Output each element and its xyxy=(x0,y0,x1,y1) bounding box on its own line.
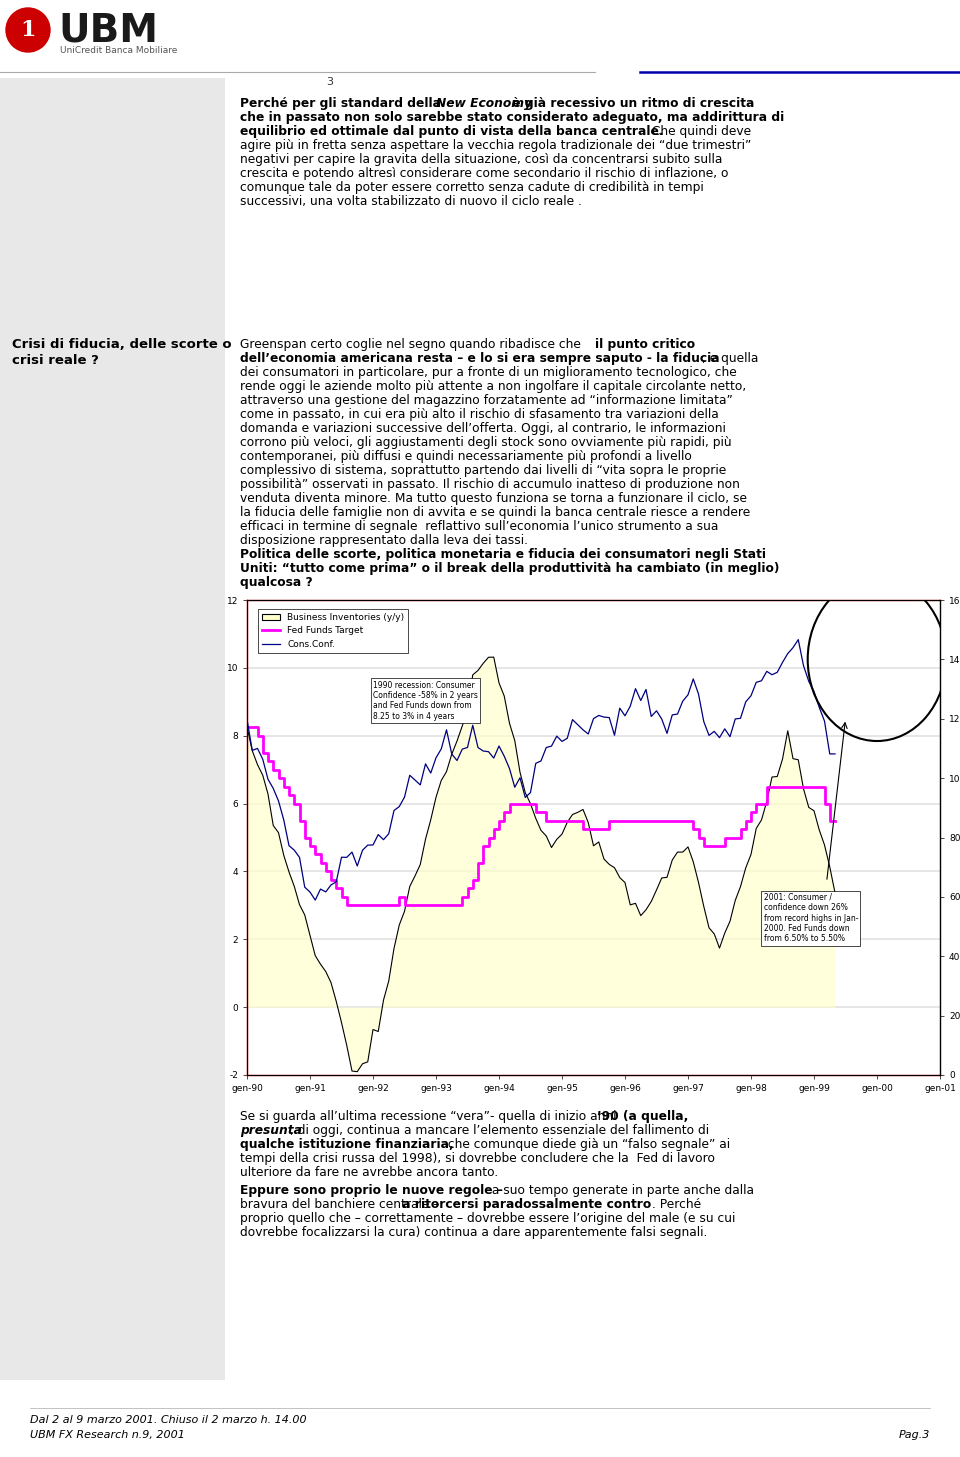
Text: domanda e variazioni successive dell’offerta. Oggi, al contrario, le informazion: domanda e variazioni successive dell’off… xyxy=(240,423,726,436)
Text: negativi per capire la gravita della situazione, così da concentrarsi subito sul: negativi per capire la gravita della sit… xyxy=(240,153,722,166)
Text: complessivo di sistema, soprattutto partendo dai livelli di “vita sopra le propr: complessivo di sistema, soprattutto part… xyxy=(240,463,727,476)
Text: successivi, una volta stabilizzato di nuovo il ciclo reale .: successivi, una volta stabilizzato di nu… xyxy=(240,195,582,208)
Text: Politica delle scorte, politica monetaria e fiducia dei consumatori negli Stati: Politica delle scorte, politica monetari… xyxy=(240,548,766,561)
Text: , e quella: , e quella xyxy=(702,353,758,366)
Text: come in passato, in cui era più alto il rischio di sfasamento tra variazioni del: come in passato, in cui era più alto il … xyxy=(240,408,719,421)
Text: equilibrio ed ottimale dal punto di vista della banca centrale.: equilibrio ed ottimale dal punto di vist… xyxy=(240,125,663,138)
Text: qualche istituzione finanziaria,: qualche istituzione finanziaria, xyxy=(240,1138,454,1151)
Text: Perché per gli standard della: Perché per gli standard della xyxy=(240,98,445,109)
Text: bravura del banchiere centrale –: bravura del banchiere centrale – xyxy=(240,1198,440,1211)
Text: dei consumatori in particolare, pur a fronte di un miglioramento tecnologico, ch: dei consumatori in particolare, pur a fr… xyxy=(240,366,736,379)
Text: 1990 recession: Consumer
Confidence -58% in 2 years
and Fed Funds down from
8.25: 1990 recession: Consumer Confidence -58%… xyxy=(373,680,478,721)
Text: ’90 (a quella,: ’90 (a quella, xyxy=(597,1110,688,1123)
Text: Eppure sono proprio le nuove regole –: Eppure sono proprio le nuove regole – xyxy=(240,1185,503,1198)
Text: 1: 1 xyxy=(20,19,36,41)
Text: corrono più veloci, gli aggiustamenti degli stock sono ovviamente più rapidi, pi: corrono più veloci, gli aggiustamenti de… xyxy=(240,436,732,449)
Text: UBM: UBM xyxy=(58,12,158,50)
Text: è già recessivo un ritmo di crescita: è già recessivo un ritmo di crescita xyxy=(508,98,755,109)
Text: crescita e potendo altresì considerare come secondario il rischio di inflazione,: crescita e potendo altresì considerare c… xyxy=(240,168,729,181)
Text: disposizione rappresentato dalla leva dei tassi.: disposizione rappresentato dalla leva de… xyxy=(240,535,528,546)
Legend: Business Inventories (y/y), Fed Funds Target, Cons.Conf.: Business Inventories (y/y), Fed Funds Ta… xyxy=(258,609,408,653)
Text: crisi reale ?: crisi reale ? xyxy=(12,354,99,367)
Text: attraverso una gestione del magazzino forzatamente ad “informazione limitata”: attraverso una gestione del magazzino fo… xyxy=(240,393,732,407)
Text: il punto critico: il punto critico xyxy=(595,338,695,351)
Bar xyxy=(0,79,225,1380)
Text: che comunque diede già un “falso segnale” ai: che comunque diede già un “falso segnale… xyxy=(444,1138,731,1151)
Text: agire più in fretta senza aspettare la vecchia regola tradizionale dei “due trim: agire più in fretta senza aspettare la v… xyxy=(240,138,752,152)
Text: venduta diventa minore. Ma tutto questo funziona se torna a funzionare il ciclo,: venduta diventa minore. Ma tutto questo … xyxy=(240,492,747,506)
Text: Che quindi deve: Che quindi deve xyxy=(648,125,751,138)
Text: New Economy: New Economy xyxy=(436,98,532,109)
Text: UBM FX Research n.9, 2001: UBM FX Research n.9, 2001 xyxy=(30,1429,185,1440)
Text: . Perché: . Perché xyxy=(652,1198,701,1211)
Text: UniCredit Banca Mobiliare: UniCredit Banca Mobiliare xyxy=(60,47,178,55)
Text: che in passato non solo sarebbe stato considerato adeguato, ma addirittura di: che in passato non solo sarebbe stato co… xyxy=(240,111,784,124)
Text: rende oggi le aziende molto più attente a non ingolfare il capitale circolante n: rende oggi le aziende molto più attente … xyxy=(240,380,746,393)
Text: Uniti: “tutto come prima” o il break della produttività ha cambiato (in meglio): Uniti: “tutto come prima” o il break del… xyxy=(240,562,780,576)
Text: presunta: presunta xyxy=(240,1123,301,1136)
Text: la fiducia delle famiglie non di avvita e se quindi la banca centrale riesce a r: la fiducia delle famiglie non di avvita … xyxy=(240,506,751,519)
Text: Pag.3: Pag.3 xyxy=(899,1429,930,1440)
Text: 2001: Consumer /
confidence down 26%
from record highs in Jan-
2000. Fed Funds d: 2001: Consumer / confidence down 26% fro… xyxy=(763,893,858,943)
Circle shape xyxy=(6,7,50,52)
Text: Greenspan certo coglie nel segno quando ribadisce che: Greenspan certo coglie nel segno quando … xyxy=(240,338,585,351)
Text: contemporanei, più diffusi e quindi necessariamente più profondi a livello: contemporanei, più diffusi e quindi nece… xyxy=(240,450,692,463)
Text: a suo tempo generate in parte anche dalla: a suo tempo generate in parte anche dall… xyxy=(488,1185,754,1198)
Text: , di oggi, continua a mancare l’elemento essenziale del fallimento di: , di oggi, continua a mancare l’elemento… xyxy=(290,1123,709,1136)
Text: Crisi di fiducia, delle scorte o: Crisi di fiducia, delle scorte o xyxy=(12,338,231,351)
Text: dell’economia americana resta – e lo si era sempre saputo - la fiducia: dell’economia americana resta – e lo si … xyxy=(240,353,720,366)
Text: efficaci in termine di segnale  reflattivo sull’economia l’unico strumento a sua: efficaci in termine di segnale reflattiv… xyxy=(240,520,718,533)
Text: possibilità” osservati in passato. Il rischio di accumulo inatteso di produzione: possibilità” osservati in passato. Il ri… xyxy=(240,478,740,491)
Text: Se si guarda all’ultima recessione “vera”- quella di inizio anni: Se si guarda all’ultima recessione “vera… xyxy=(240,1110,620,1123)
Text: qualcosa ?: qualcosa ? xyxy=(240,576,313,589)
Text: comunque tale da poter essere corretto senza cadute di credibilità in tempi: comunque tale da poter essere corretto s… xyxy=(240,181,704,194)
Text: ulteriore da fare ne avrebbe ancora tanto.: ulteriore da fare ne avrebbe ancora tant… xyxy=(240,1166,498,1179)
Text: dovrebbe focalizzarsi la cura) continua a dare apparentemente falsi segnali.: dovrebbe focalizzarsi la cura) continua … xyxy=(240,1225,708,1238)
Text: Dal 2 al 9 marzo 2001. Chiuso il 2 marzo h. 14.00: Dal 2 al 9 marzo 2001. Chiuso il 2 marzo… xyxy=(30,1415,306,1425)
Text: proprio quello che – correttamente – dovrebbe essere l’origine del male (e su cu: proprio quello che – correttamente – dov… xyxy=(240,1212,735,1225)
Text: tempi della crisi russa del 1998), si dovrebbe concludere che la  Fed di lavoro: tempi della crisi russa del 1998), si do… xyxy=(240,1152,715,1166)
Text: a ritorcersi paradossalmente contro: a ritorcersi paradossalmente contro xyxy=(398,1198,651,1211)
Text: 3: 3 xyxy=(326,77,333,87)
